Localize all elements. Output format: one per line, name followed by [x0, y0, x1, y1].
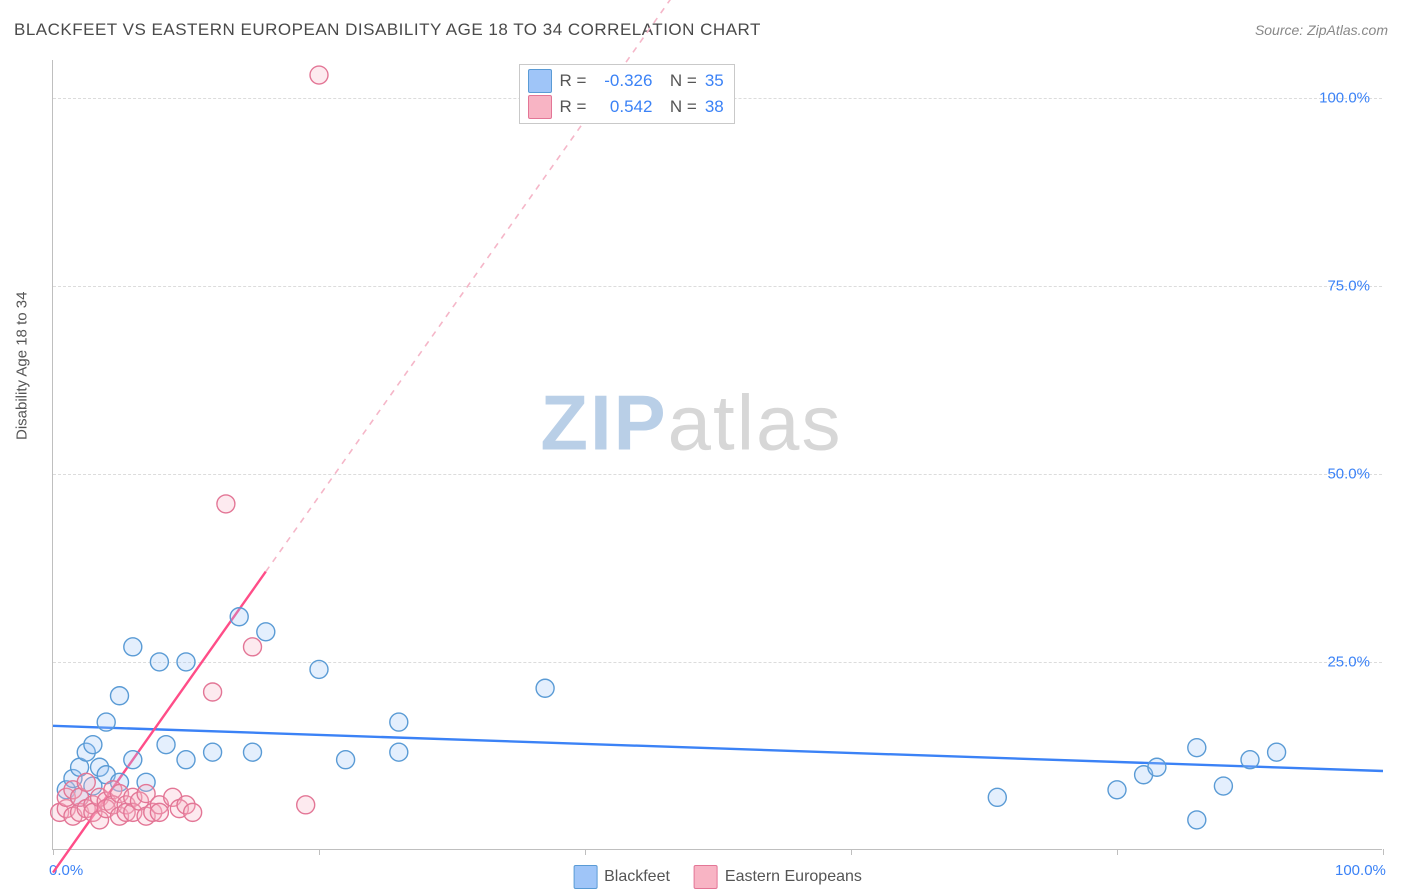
r-value: 0.542 — [594, 97, 652, 117]
scatter-point — [77, 773, 95, 791]
x-tick-label: 100.0% — [1335, 862, 1386, 879]
scatter-point — [1188, 811, 1206, 829]
scatter-point — [310, 660, 328, 678]
scatter-point — [184, 803, 202, 821]
scatter-point — [230, 608, 248, 626]
scatter-point — [1268, 743, 1286, 761]
scatter-point — [1188, 739, 1206, 757]
scatter-point — [257, 623, 275, 641]
scatter-point — [988, 788, 1006, 806]
scatter-point — [177, 653, 195, 671]
series-name: Blackfeet — [604, 868, 670, 886]
scatter-point — [157, 736, 175, 754]
legend-swatch — [528, 95, 552, 119]
scatter-chart: 25.0%50.0%75.0%100.0%0.0%100.0%ZIPatlasR… — [52, 60, 1382, 850]
legend-swatch — [528, 69, 552, 93]
source-value: ZipAtlas.com — [1307, 22, 1388, 38]
series-legend: Blackfeet Eastern Europeans — [573, 865, 862, 889]
scatter-point — [97, 713, 115, 731]
scatter-point — [390, 713, 408, 731]
scatter-point — [124, 638, 142, 656]
x-tick — [1117, 849, 1118, 855]
n-label: N = — [660, 71, 696, 91]
scatter-point — [217, 495, 235, 513]
correlation-legend: R = -0.326 N = 35R = 0.542 N = 38 — [519, 64, 735, 124]
scatter-point — [111, 687, 129, 705]
n-value: 35 — [705, 71, 724, 91]
scatter-point — [177, 751, 195, 769]
scatter-point — [337, 751, 355, 769]
correlation-legend-row: R = 0.542 N = 38 — [528, 95, 724, 119]
x-tick — [851, 849, 852, 855]
series-legend-item: Eastern Europeans — [694, 865, 862, 889]
y-axis-label: Disability Age 18 to 34 — [14, 292, 31, 440]
scatter-point — [244, 638, 262, 656]
scatter-point — [390, 743, 408, 761]
r-value: -0.326 — [594, 71, 652, 91]
source-label: Source: — [1255, 22, 1303, 38]
scatter-point — [124, 751, 142, 769]
r-label: R = — [560, 97, 587, 117]
scatter-point — [1108, 781, 1126, 799]
x-tick — [585, 849, 586, 855]
x-tick — [53, 849, 54, 855]
x-tick — [1383, 849, 1384, 855]
r-label: R = — [560, 71, 587, 91]
series-name: Eastern Europeans — [725, 868, 862, 886]
legend-swatch — [573, 865, 597, 889]
scatter-point — [1148, 758, 1166, 776]
scatter-point — [204, 743, 222, 761]
scatter-point — [84, 736, 102, 754]
source-attribution: Source: ZipAtlas.com — [1255, 22, 1388, 38]
x-tick — [319, 849, 320, 855]
scatter-point — [310, 66, 328, 84]
scatter-point — [204, 683, 222, 701]
scatter-point — [1214, 777, 1232, 795]
n-value: 38 — [705, 97, 724, 117]
scatter-point — [297, 796, 315, 814]
scatter-point — [244, 743, 262, 761]
plot-svg — [53, 60, 1382, 849]
scatter-point — [150, 653, 168, 671]
scatter-point — [1241, 751, 1259, 769]
n-label: N = — [660, 97, 696, 117]
series-legend-item: Blackfeet — [573, 865, 670, 889]
scatter-point — [150, 803, 168, 821]
scatter-point — [536, 679, 554, 697]
correlation-legend-row: R = -0.326 N = 35 — [528, 69, 724, 93]
legend-swatch — [694, 865, 718, 889]
